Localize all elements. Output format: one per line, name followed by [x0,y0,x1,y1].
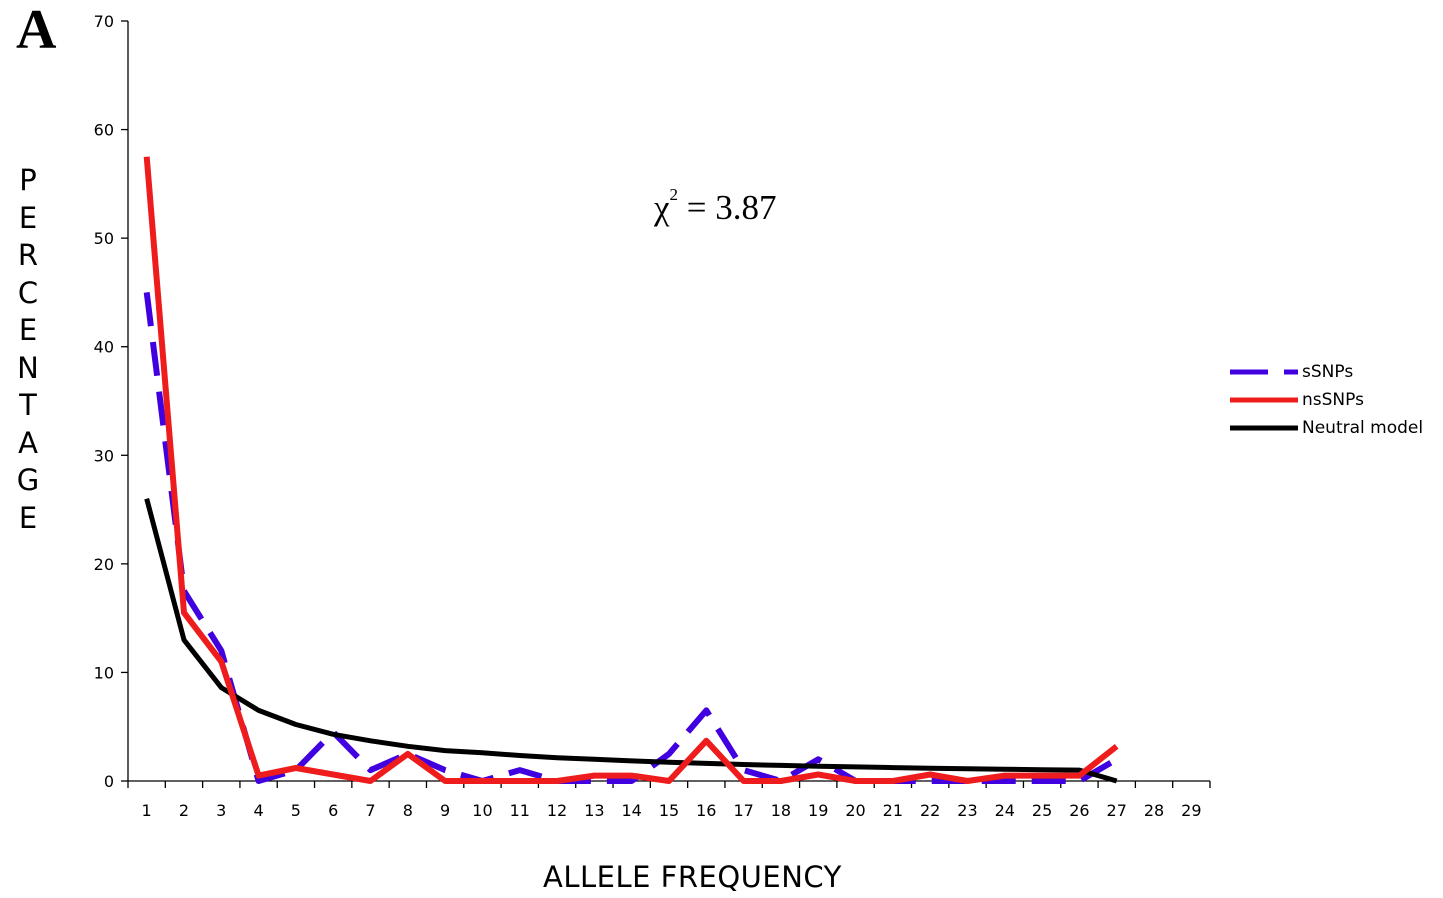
x-tick-label: 10 [472,801,492,820]
y-tick-label: 40 [94,338,114,357]
legend-swatch-ssnps [1230,369,1298,375]
y-axis-label-letter: C [17,275,39,310]
x-axis-label: ALLELE FREQUENCY [543,860,842,894]
y-axis-label-letter: R [17,238,39,272]
chi-superscript: 2 [669,185,679,205]
x-tick-label: 29 [1181,801,1201,820]
y-tick-label: 70 [94,12,114,31]
x-tick-label: 19 [808,801,828,820]
series-line-neutral-model [144,498,1118,784]
y-axis-label-letter: T [19,388,37,422]
x-tick-label: 24 [995,801,1015,820]
x-tick-label: 11 [510,801,530,820]
y-tick-label: 60 [94,121,114,140]
legend-label-ssnps: sSNPs [1302,362,1354,382]
x-tick-label: 23 [957,801,977,820]
chi-value: = 3.87 [686,188,777,227]
y-axis-label-letter: N [17,350,39,385]
panel-label: A [16,0,57,61]
series-line-ssnps [143,292,1119,784]
y-axis-label-letter: A [18,425,38,460]
chi-symbol: χ [654,188,670,227]
x-tick-label: 9 [440,801,450,820]
x-tick-label: 18 [771,801,791,820]
x-tick-label: 26 [1069,801,1089,820]
x-tick-label: 22 [920,801,940,820]
legend-label-nssnps: nsSNPs [1302,390,1364,410]
y-axis-label-letter: E [18,313,38,347]
y-tick-label: 50 [94,229,114,248]
x-tick-label: 3 [216,801,226,820]
x-tick-label: 6 [328,801,338,820]
x-tick-label: 28 [1144,801,1164,820]
series-layer [143,156,1119,784]
x-tick-label: 5 [291,801,301,820]
y-tick-label: 10 [94,663,114,682]
x-tick-label: 16 [696,801,716,820]
legend-label-neutral-model: Neutral model [1302,418,1424,438]
y-tick-label: 30 [94,446,114,465]
series-line-nssnps [143,156,1119,784]
x-tick-label: 15 [659,801,679,820]
x-tick-label: 25 [1032,801,1052,820]
x-tick-label: 17 [733,801,753,820]
legend-swatch-nssnps [1230,397,1298,403]
x-tick-label: 12 [547,801,567,820]
x-tick-label: 27 [1107,801,1127,820]
y-axis-label-letter: E [18,500,38,535]
x-tick-label: 7 [365,801,375,820]
y-axis-label-letter: G [16,463,40,497]
x-tick-label: 14 [622,801,642,820]
y-axis-label-letter: E [18,200,38,235]
y-axis-label-letter: P [19,163,37,197]
x-tick-label: 13 [584,801,604,820]
chi-square-annotation: χ2 = 3.87 [654,185,777,228]
x-tick-label: 21 [883,801,903,820]
x-tick-label: 1 [142,801,152,820]
x-tick-label: 2 [179,801,189,820]
x-tick-label: 8 [403,801,413,820]
x-tick-label: 20 [845,801,865,820]
y-tick-label: 0 [104,772,114,791]
legend-swatch-neutral-model [1230,425,1298,431]
y-tick-label: 20 [94,555,114,574]
x-tick-label: 4 [253,801,263,820]
